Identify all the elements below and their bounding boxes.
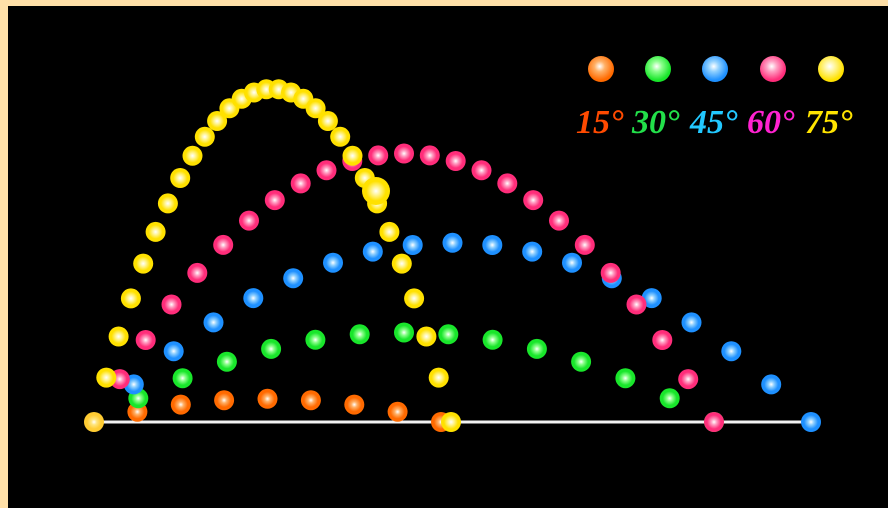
- trajectory-45-dot: [562, 252, 582, 273]
- trajectory-60-dot: [523, 190, 544, 211]
- trajectory-45-dot: [283, 268, 304, 289]
- trajectory-45-dot: [482, 235, 503, 255]
- trajectory-75-dot: [182, 145, 203, 166]
- trajectory-75: [96, 79, 461, 432]
- trajectory-60-dot: [704, 412, 724, 432]
- projectile-ball: [362, 177, 390, 205]
- legend-label-60: 60°: [747, 104, 795, 141]
- trajectory-30-dot: [526, 338, 547, 359]
- legend-label-15: 15°: [576, 104, 624, 141]
- trajectory-15-dot: [344, 394, 365, 415]
- trajectory-75-dot: [391, 253, 412, 274]
- trajectory-60-dot: [419, 145, 440, 166]
- trajectory-45-dot: [402, 235, 423, 255]
- trajectory-60-dot: [135, 330, 156, 350]
- projectile-diagram: 15° 30° 45° 60° 75°: [8, 6, 888, 508]
- trajectory-60-dot: [187, 262, 208, 283]
- trajectory-75-dot: [170, 168, 191, 188]
- trajectory-60-dot: [316, 160, 337, 181]
- trajectory-60-dot: [394, 143, 414, 164]
- legend-label-30: 30°: [632, 104, 680, 141]
- trajectory-75-dot: [145, 221, 166, 242]
- trajectory-75-dot: [120, 288, 141, 309]
- trajectory-45-dot: [721, 341, 742, 362]
- trajectory-75-dot: [416, 326, 437, 347]
- trajectory-15-dot: [170, 394, 191, 415]
- trajectory-60-dot: [600, 262, 621, 283]
- trajectory-45-dot: [522, 241, 543, 262]
- trajectory-60: [109, 143, 724, 432]
- trajectory-75-dot: [133, 253, 154, 274]
- trajectory-60-dot: [574, 234, 595, 255]
- trajectory-60-dot: [239, 210, 259, 231]
- trajectory-60-dot: [368, 145, 389, 166]
- trajectory-45-dot: [203, 312, 224, 333]
- trajectory-30-dot: [571, 351, 592, 372]
- trajectory-60-dot: [264, 190, 285, 211]
- trajectory-75-dot: [317, 111, 338, 131]
- legend-label-45: 45°: [690, 104, 738, 141]
- trajectory-15-dot: [214, 390, 235, 411]
- trajectory-60-dot: [652, 330, 673, 350]
- trajectory-15-dot: [300, 390, 321, 411]
- trajectory-45-dot: [641, 288, 662, 309]
- trajectory-60-dot: [290, 173, 311, 194]
- trajectory-75-dot: [404, 288, 425, 309]
- trajectory-75-dot: [342, 145, 363, 166]
- launch-point: [84, 412, 104, 432]
- trajectory-60-dot: [213, 234, 234, 255]
- trajectory-45-dot: [442, 232, 463, 253]
- trajectory-30-dot: [438, 324, 459, 345]
- trajectories: [84, 79, 821, 432]
- legend-dot-15: [588, 56, 614, 82]
- trajectory-30-dot: [261, 338, 282, 359]
- trajectory-75-dot: [428, 367, 449, 388]
- trajectory-60-dot: [497, 173, 518, 194]
- trajectory-60-dot: [549, 210, 569, 231]
- trajectory-15: [127, 388, 451, 432]
- trajectory-45-dot: [761, 374, 782, 395]
- trajectory-canvas: [84, 79, 821, 432]
- trajectory-30-dot: [482, 329, 503, 350]
- trajectory-60-dot: [445, 151, 466, 171]
- trajectory-45-dot: [163, 341, 184, 362]
- trajectory-75-dot: [157, 193, 178, 214]
- trajectory-45-dot: [362, 241, 383, 262]
- trajectory-30: [128, 322, 724, 432]
- trajectory-30-dot: [394, 322, 414, 343]
- legend-dot-30: [645, 56, 671, 82]
- trajectory-60-dot: [161, 294, 182, 315]
- trajectory-60-dot: [626, 294, 647, 315]
- trajectory-75-dot: [305, 98, 326, 119]
- trajectory-30-dot: [659, 388, 680, 409]
- trajectory-30-dot: [172, 368, 193, 389]
- trajectory-75-dot: [207, 111, 228, 131]
- trajectory-45: [123, 232, 821, 432]
- trajectory-75-dot: [194, 126, 215, 147]
- trajectory-75-dot: [330, 126, 351, 147]
- trajectory-45-dot: [801, 412, 821, 432]
- trajectory-30-dot: [615, 368, 636, 389]
- legend-label-75: 75°: [805, 104, 853, 141]
- trajectory-15-dot: [257, 388, 278, 409]
- trajectory-30-dot: [305, 329, 326, 350]
- legend-dot-75: [818, 56, 844, 82]
- trajectory-45-dot: [243, 288, 264, 309]
- trajectory-30-dot: [216, 351, 237, 372]
- trajectory-30-dot: [349, 324, 370, 345]
- trajectory-45-dot: [681, 312, 702, 333]
- trajectory-45-dot: [323, 252, 343, 273]
- trajectory-60-dot: [471, 160, 492, 181]
- trajectory-75-dot: [441, 412, 461, 432]
- legend-dot-45: [702, 56, 728, 82]
- trajectory-75-dot: [108, 326, 129, 347]
- trajectory-75-dot: [96, 367, 117, 388]
- trajectory-75-dot: [379, 221, 400, 242]
- trajectory-15-dot: [387, 401, 408, 422]
- legend-dot-60: [760, 56, 786, 82]
- trajectory-60-dot: [678, 369, 699, 390]
